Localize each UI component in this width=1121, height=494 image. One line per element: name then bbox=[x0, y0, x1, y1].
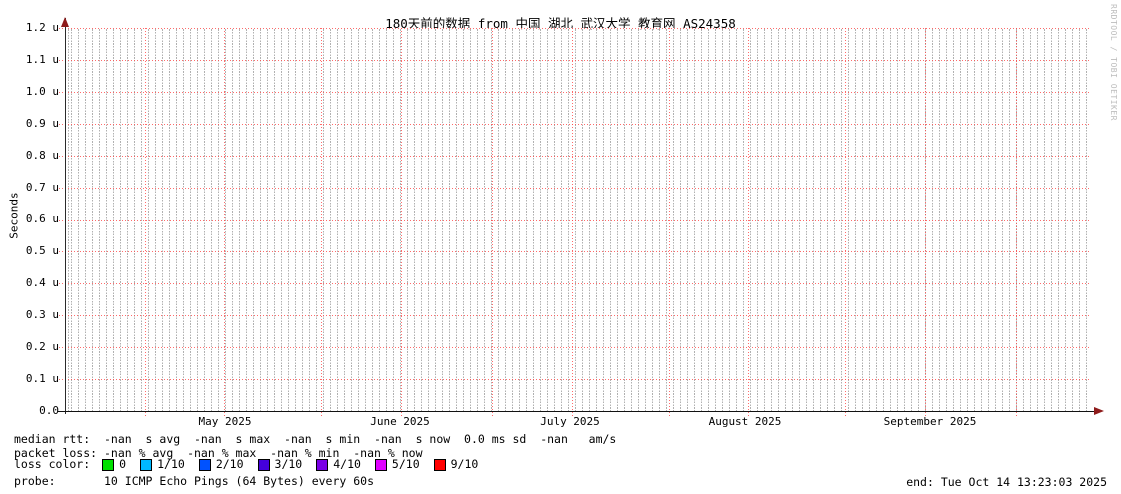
x-axis-line bbox=[58, 411, 1094, 412]
graph-title: 180天前的数据 from 中国 湖北 武汉大学 教育网 AS24358 bbox=[385, 16, 736, 31]
plot-area bbox=[59, 28, 1090, 416]
grid-line-v bbox=[492, 28, 493, 416]
loss-swatch-5-icon bbox=[374, 458, 387, 471]
y-tick-label: 0.3 u bbox=[25, 308, 59, 321]
y-tick-label: 0.5 u bbox=[25, 244, 59, 257]
loss-legend-item: 2/10 bbox=[198, 457, 244, 471]
loss-swatch-2-icon bbox=[198, 458, 211, 471]
loss-legend-item: 0 bbox=[102, 458, 126, 471]
grid-line-v bbox=[669, 28, 670, 416]
y-tick-label: 0.2 u bbox=[25, 340, 59, 353]
grid-line-v bbox=[321, 28, 322, 416]
loss-swatch-label: 4/10 bbox=[333, 457, 361, 471]
y-tick-label: 0.8 u bbox=[25, 149, 59, 162]
loss-swatch-label: 5/10 bbox=[391, 457, 420, 471]
grid-line-h bbox=[59, 92, 1090, 93]
probe-info: probe: 10 ICMP Echo Pings (64 Bytes) eve… bbox=[14, 474, 375, 488]
grid-line-v bbox=[145, 28, 146, 416]
loss-swatch-label: 1/10 bbox=[157, 457, 185, 471]
grid-line-v bbox=[925, 28, 926, 416]
y-tick-label: 0.9 u bbox=[25, 117, 59, 130]
rrdtool-watermark: RRDTOOL / TOBI OETIKER bbox=[1109, 4, 1118, 121]
packet-loss-stats: packet loss: -nan % avg -nan % max -nan … bbox=[14, 446, 423, 460]
loss-swatch-3-icon bbox=[257, 458, 270, 471]
y-tick-label: 0.7 u bbox=[25, 181, 59, 194]
x-tick-label: August 2025 bbox=[708, 415, 782, 428]
grid-line-h bbox=[59, 28, 1090, 29]
grid-line-v bbox=[1016, 28, 1017, 416]
x-tick-label: June 2025 bbox=[370, 415, 430, 428]
y-tick-label: 0.1 u bbox=[25, 372, 59, 385]
loss-color-label: loss color: bbox=[14, 457, 91, 471]
loss-legend-item: 1/10 bbox=[140, 458, 185, 471]
median-rtt-stats: median rtt: -nan s avg -nan s max -nan s… bbox=[14, 432, 617, 446]
grid-line-h bbox=[59, 347, 1090, 348]
grid-line-h bbox=[59, 283, 1090, 284]
y-tick-label: 0.0 bbox=[39, 404, 59, 417]
loss-swatch-label: 9/10 bbox=[450, 457, 479, 471]
x-tick-label: July 2025 bbox=[540, 415, 600, 428]
y-axis-line bbox=[65, 18, 66, 414]
grid-line-h bbox=[59, 124, 1090, 125]
grid-line-h bbox=[59, 220, 1090, 221]
y-tick-label: 0.4 u bbox=[25, 276, 59, 289]
loss-swatch-0-icon bbox=[102, 458, 115, 471]
x-tick-label: September 2025 bbox=[883, 415, 977, 428]
loss-swatch-label: 0 bbox=[119, 457, 127, 471]
grid-line-v bbox=[401, 28, 402, 416]
grid-line-h bbox=[59, 315, 1090, 316]
grid-line-h bbox=[59, 156, 1090, 157]
grid-line-h bbox=[59, 251, 1090, 252]
end-timestamp: end: Tue Oct 14 13:23:03 2025 bbox=[906, 475, 1107, 489]
y-axis-arrow-icon bbox=[61, 17, 69, 27]
loss-legend-item: 4/10 bbox=[316, 458, 361, 471]
y-tick-label: 1.0 u bbox=[25, 85, 59, 98]
loss-legend-item: 9/10 bbox=[433, 457, 479, 471]
grid-line-v bbox=[748, 28, 749, 416]
grid-line-v bbox=[572, 28, 573, 416]
grid-line-v bbox=[845, 28, 846, 416]
y-tick-label: 0.6 u bbox=[25, 212, 59, 225]
loss-color-legend: loss color: 0 1/10 2/10 3/10 4/10 5/10 9… bbox=[14, 458, 492, 471]
loss-swatch-label: 2/10 bbox=[215, 457, 244, 471]
grid-line-h bbox=[59, 188, 1090, 189]
grid-line-h bbox=[59, 60, 1090, 61]
loss-swatch-6-icon bbox=[433, 458, 446, 471]
grid-line-v bbox=[224, 28, 225, 416]
x-tick-label: May 2025 bbox=[198, 415, 252, 428]
loss-swatch-label: 3/10 bbox=[274, 457, 303, 471]
y-tick-label: 1.2 u bbox=[25, 21, 59, 34]
x-axis-arrow-icon bbox=[1094, 407, 1104, 415]
y-tick-label: 1.1 u bbox=[25, 53, 59, 66]
loss-legend-item: 3/10 bbox=[257, 457, 303, 471]
loss-swatch-1-icon bbox=[140, 458, 153, 471]
loss-legend-item: 5/10 bbox=[374, 457, 420, 471]
loss-swatch-4-icon bbox=[316, 458, 329, 471]
grid-line-h bbox=[59, 379, 1090, 380]
